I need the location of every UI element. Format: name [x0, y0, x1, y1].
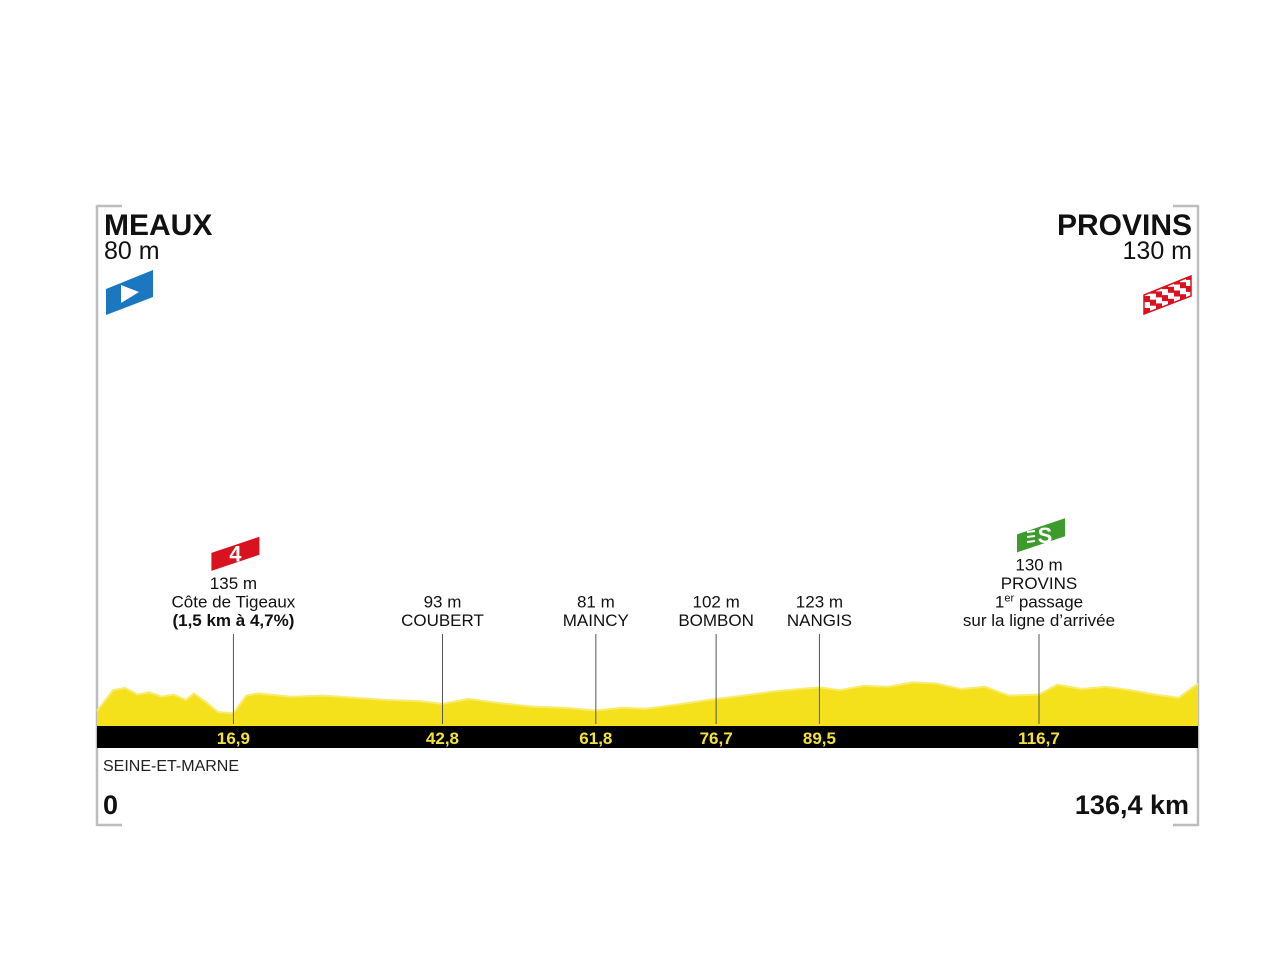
start-altitude: 80 m	[104, 237, 160, 265]
waypoint-altitude: 93 m	[424, 593, 462, 612]
waypoint-badge-label: S	[1038, 523, 1053, 548]
start-city-name: MEAUX	[104, 209, 212, 242]
waypoint-finish-line-note: sur la ligne d’arrivée	[963, 611, 1115, 630]
waypoint-km-label: 76,7	[700, 729, 733, 748]
passage-ordinal: er	[1004, 593, 1014, 605]
finish-altitude: 130 m	[1123, 237, 1192, 265]
mountain-category-icon: 4	[211, 536, 260, 571]
waypoint-km-label: 61,8	[579, 729, 612, 748]
waypoint-altitude: 123 m	[796, 593, 843, 612]
waypoint-badge-label: 4	[229, 542, 242, 567]
waypoint-km-label: 42,8	[426, 729, 459, 748]
waypoint-name: NANGIS	[787, 611, 852, 630]
waypoint-name: PROVINS	[1001, 574, 1078, 593]
waypoint-km-label: 16,9	[217, 729, 250, 748]
waypoint-name: COUBERT	[401, 611, 484, 630]
waypoint-name: MAINCY	[563, 611, 629, 630]
distance-end-label: 136,4 km	[1075, 790, 1189, 820]
waypoint-altitude: 135 m	[210, 574, 257, 593]
distance-start-label: 0	[103, 790, 118, 820]
start-flag-icon	[106, 270, 153, 315]
passage-number: 1	[995, 593, 1004, 612]
km-labels-layer: 16,9 42,8 61,8 76,7 89,5 116,7	[217, 729, 1060, 748]
region-label: SEINE-ET-MARNE	[103, 758, 239, 775]
waypoint-altitude: 81 m	[577, 593, 615, 612]
waypoint-name: BOMBON	[678, 611, 754, 630]
waypoint-climb-detail: (1,5 km à 4,7%)	[172, 611, 294, 630]
profile-baseline-bar	[97, 726, 1198, 748]
waypoint-name: Côte de Tigeaux	[172, 593, 296, 612]
profile-area	[97, 682, 1198, 726]
waypoint-passage-label: 1er passage	[995, 593, 1083, 612]
waypoint-altitude: 102 m	[692, 593, 739, 612]
finish-city-name: PROVINS	[1057, 209, 1192, 242]
waypoint-altitude: 130 m	[1015, 556, 1062, 575]
waypoint-km-label: 89,5	[803, 729, 836, 748]
sprint-icon: S	[1016, 518, 1065, 553]
passage-text: passage	[1014, 593, 1083, 612]
waypoint-km-label: 116,7	[1018, 729, 1060, 748]
